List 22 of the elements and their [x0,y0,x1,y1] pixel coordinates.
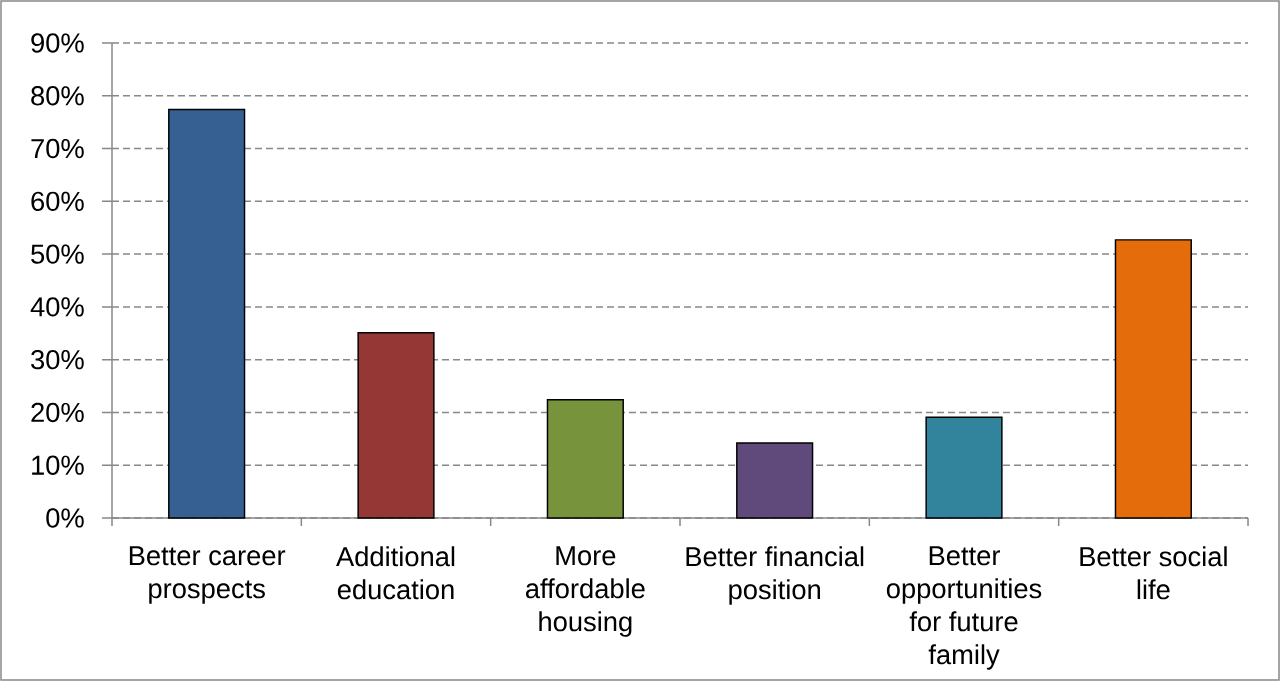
y-tick-label: 30% [31,349,84,370]
x-tick-label: Better social life [1080,546,1227,600]
y-tick-label: 0% [46,508,84,528]
y-tick-label: 20% [31,402,84,423]
x-tick-label: Better career prospects [129,546,286,604]
y-tick-label: 80% [31,86,84,106]
y-tick-label: 60% [31,191,84,212]
x-tick-label: More affordable housing [525,546,645,637]
bar [168,108,246,519]
x-tick-label: Better opportunities for future family [886,546,1042,670]
bar [736,442,814,519]
y-tick-label: 10% [32,455,84,475]
x-tick-label: Additional education [336,546,455,600]
y-tick-label: 50% [31,244,84,264]
y-tick-label: 70% [31,138,84,159]
bar [1114,239,1192,519]
y-tick-label: 40% [30,297,84,317]
bar [357,332,435,519]
y-tick-label: 90% [31,33,84,53]
bar [925,416,1003,519]
x-tick-label: Better financial position [686,546,864,605]
bar [546,399,624,519]
